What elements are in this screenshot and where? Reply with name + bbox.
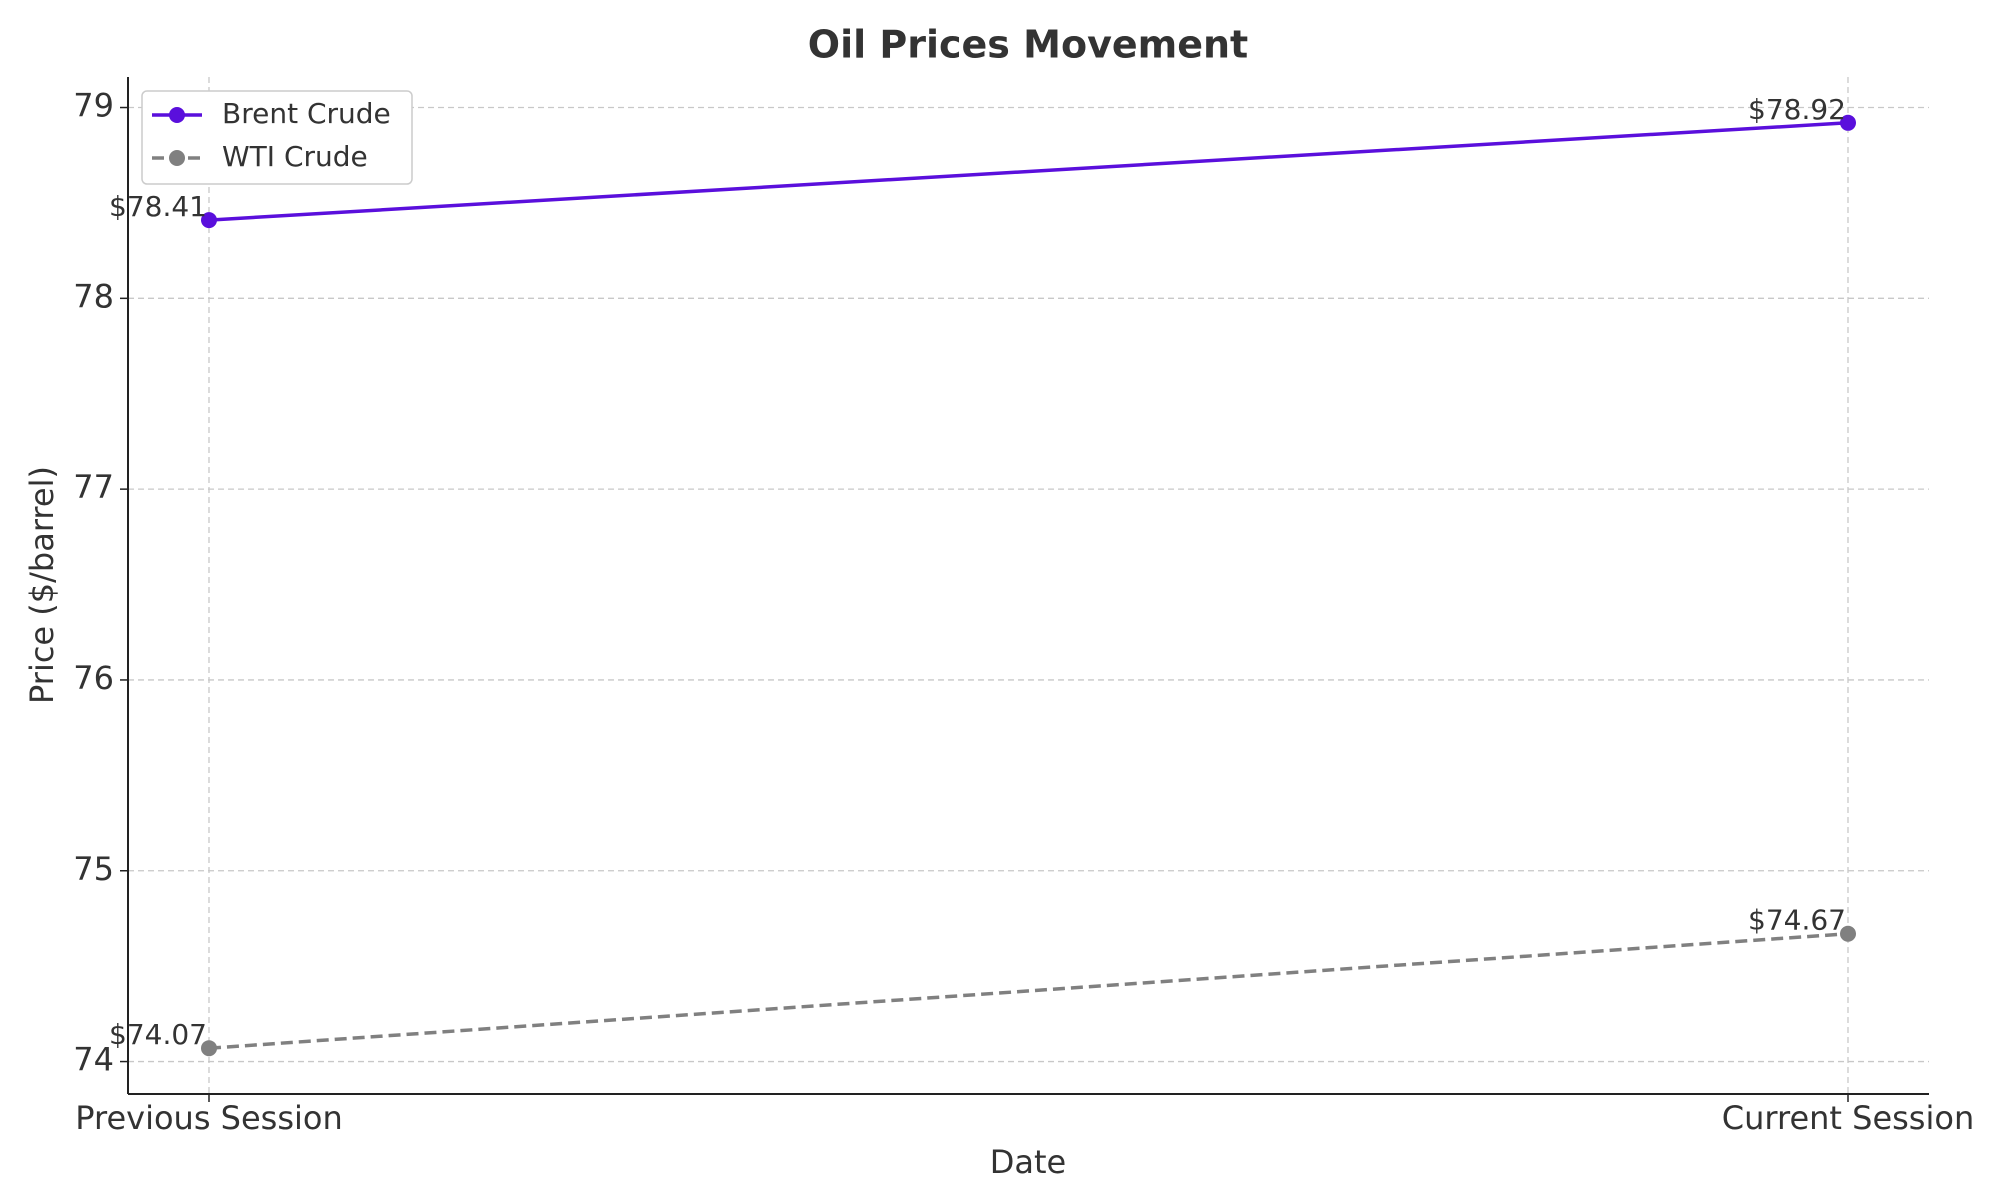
chart-title: Oil Prices Movement bbox=[808, 23, 1248, 67]
legend: Brent Crude WTI Crude bbox=[141, 90, 413, 185]
legend-box bbox=[141, 90, 413, 185]
point bbox=[201, 212, 217, 229]
y-tick-label: 79 bbox=[73, 87, 114, 125]
y-tick-label: 77 bbox=[73, 468, 114, 506]
y-tick-label: 78 bbox=[73, 277, 114, 315]
y-axis-label: Price ($/barrel) bbox=[23, 466, 61, 704]
value-label: $74.07 bbox=[109, 1018, 207, 1051]
legend-marker bbox=[169, 107, 185, 123]
value-label: $74.67 bbox=[1748, 904, 1846, 937]
point bbox=[201, 1040, 217, 1057]
x-tick-label: Previous Session bbox=[75, 1099, 343, 1137]
legend-label: WTI Crude bbox=[222, 140, 368, 173]
legend-marker bbox=[169, 150, 185, 166]
point bbox=[1840, 114, 1856, 131]
value-label: $78.92 bbox=[1748, 93, 1846, 126]
y-tick-label: 74 bbox=[73, 1041, 114, 1079]
legend-label: Brent Crude bbox=[222, 97, 391, 130]
point bbox=[1840, 925, 1856, 942]
value-label: $78.41 bbox=[109, 190, 207, 223]
series-line bbox=[208, 121, 1849, 222]
series-line bbox=[208, 931, 1849, 1050]
x-tick-label: Current Session bbox=[1722, 1099, 1974, 1137]
x-axis-label: Date bbox=[990, 1143, 1066, 1181]
y-tick-label: 76 bbox=[73, 659, 114, 697]
y-tick-label: 75 bbox=[73, 850, 114, 888]
